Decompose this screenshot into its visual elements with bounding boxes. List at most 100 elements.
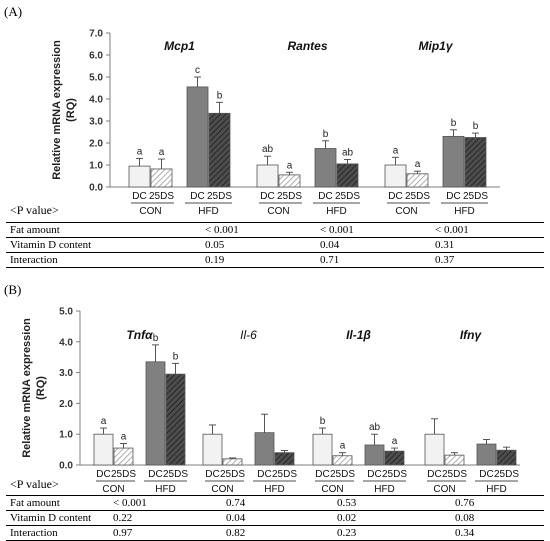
pvalue-row-label: Vitamin D content: [6, 237, 201, 253]
x-sub-label: 25DS: [277, 191, 302, 202]
gene-title: Mcp1: [164, 39, 195, 53]
x-sub-label: DC: [190, 191, 204, 202]
x-sub-label: 25DS: [220, 469, 245, 480]
x-sub-label: DC: [315, 469, 329, 480]
bar: [222, 458, 243, 466]
significance-letter: b: [153, 333, 159, 344]
bar: [150, 168, 173, 188]
x-sub-label: 25DS: [207, 191, 232, 202]
x-sub-label: DC: [205, 469, 219, 480]
y-tick-label: 2.0: [89, 139, 103, 150]
bar: [128, 165, 151, 188]
significance-letter: a: [415, 159, 421, 170]
pvalue-row-label: Interaction: [6, 525, 109, 541]
bar: [274, 452, 295, 466]
x-group-label: HFD: [326, 206, 347, 217]
pvalue-cell: 0.02: [333, 510, 451, 526]
pvalue-cell: 0.71: [316, 252, 431, 268]
x-sub-label: 25DS: [163, 469, 188, 480]
x-sub-label: 25DS: [111, 469, 136, 480]
pvalue-cell: 0.53: [333, 495, 451, 511]
pvalue-row: Vitamin D content 0.22 0.04 0.02 0.08: [6, 510, 544, 526]
gene-title: Il-6: [240, 328, 257, 342]
gene-title: Ifnγ: [460, 328, 483, 342]
pvalue-row: Fat amount < 0.001 < 0.001 < 0.001: [6, 222, 544, 238]
y-tick-label: 0.0: [89, 183, 103, 194]
pvalue-cell: < 0.001: [431, 222, 544, 238]
bar: [336, 163, 359, 188]
y-tick-label: 5.0: [89, 73, 103, 84]
x-group-label: CON: [321, 484, 343, 495]
pvalue-cell: 0.82: [222, 525, 333, 541]
bar: [113, 447, 134, 466]
bar: [208, 112, 231, 188]
bar: [384, 450, 405, 466]
pvalue-table-b: Fat amount < 0.001 0.74 0.53 0.76 Vitami…: [6, 495, 544, 541]
significance-letter: ab: [262, 144, 274, 155]
pvalue-row-label: Vitamin D content: [6, 510, 109, 526]
significance-letter: b: [217, 90, 223, 101]
x-group-label: CON: [211, 484, 233, 495]
bar: [202, 433, 223, 466]
significance-letter: b: [473, 121, 479, 132]
significance-letter: ab: [369, 422, 381, 433]
bar: [278, 174, 301, 188]
x-sub-label: DC: [257, 469, 271, 480]
x-sub-label: DC: [318, 191, 332, 202]
bar: [406, 173, 429, 188]
significance-letter: a: [159, 147, 165, 158]
y-tick-label: 3.0: [89, 117, 103, 128]
chart-panel-b: 0.0 1.0 2.0 3.0 4.0 5.0 Relative mRNA expressi…: [21, 307, 520, 495]
pvalue-cell: 0.37: [431, 252, 544, 268]
bar: [476, 443, 497, 466]
x-group-label: CON: [139, 206, 161, 217]
pvalue-row-label: Fat amount: [6, 495, 109, 511]
significance-letter: a: [121, 431, 127, 442]
pvalue-cell: 0.74: [222, 495, 333, 511]
gene-title: Il-1β: [346, 328, 371, 342]
pvalue-cell: 0.76: [451, 495, 544, 511]
bar: [145, 361, 166, 466]
x-sub-label: 25DS: [442, 469, 467, 480]
pvalue-title-b: <P value>: [10, 477, 59, 491]
pvalue-cell: 0.04: [316, 237, 431, 253]
y-tick-label: 4.0: [89, 95, 103, 106]
x-sub-label: 25DS: [405, 191, 430, 202]
significance-letter: ab: [342, 148, 354, 159]
bar: [464, 137, 487, 188]
gene-title: Mip1γ: [418, 39, 453, 53]
bar: [165, 373, 186, 466]
x-sub-label: DC: [96, 469, 110, 480]
bar: [256, 164, 279, 188]
y-tick-label: 2.0: [59, 399, 73, 410]
gene-title: Rantes: [287, 39, 327, 53]
bar: [424, 433, 445, 466]
x-group-label: HFD: [374, 484, 395, 495]
x-group-label: HFD: [155, 484, 176, 495]
x-group-label: HFD: [264, 484, 285, 495]
x-sub-label: 25DS: [335, 191, 360, 202]
bar: [186, 86, 209, 188]
pvalue-cell: 0.23: [333, 525, 451, 541]
pvalue-cell: 0.22: [109, 510, 222, 526]
pvalue-cell: 0.04: [222, 510, 333, 526]
x-sub-label: 25DS: [463, 191, 488, 202]
gene-title: Tnfα: [126, 328, 153, 342]
pvalue-row-label: Fat amount: [6, 222, 201, 238]
x-sub-label: DC: [388, 191, 402, 202]
bar: [93, 433, 114, 466]
pvalue-cell: 0.31: [431, 237, 544, 253]
y-axis-label: Relative mRNA expression (RQ): [21, 318, 47, 458]
bar: [254, 432, 275, 466]
pvalue-cell: 0.19: [201, 252, 316, 268]
significance-letter: a: [287, 160, 293, 171]
bar: [384, 164, 407, 188]
bar: [444, 454, 465, 466]
pvalue-cell: < 0.001: [316, 222, 431, 238]
pvalue-row: Vitamin D content 0.05 0.04 0.31: [6, 237, 544, 253]
significance-letter: a: [392, 436, 398, 447]
y-tick-label: 1.0: [89, 161, 103, 172]
pvalue-cell: 0.34: [451, 525, 544, 541]
significance-letter: a: [137, 146, 143, 157]
pvalue-cell: 0.05: [201, 237, 316, 253]
